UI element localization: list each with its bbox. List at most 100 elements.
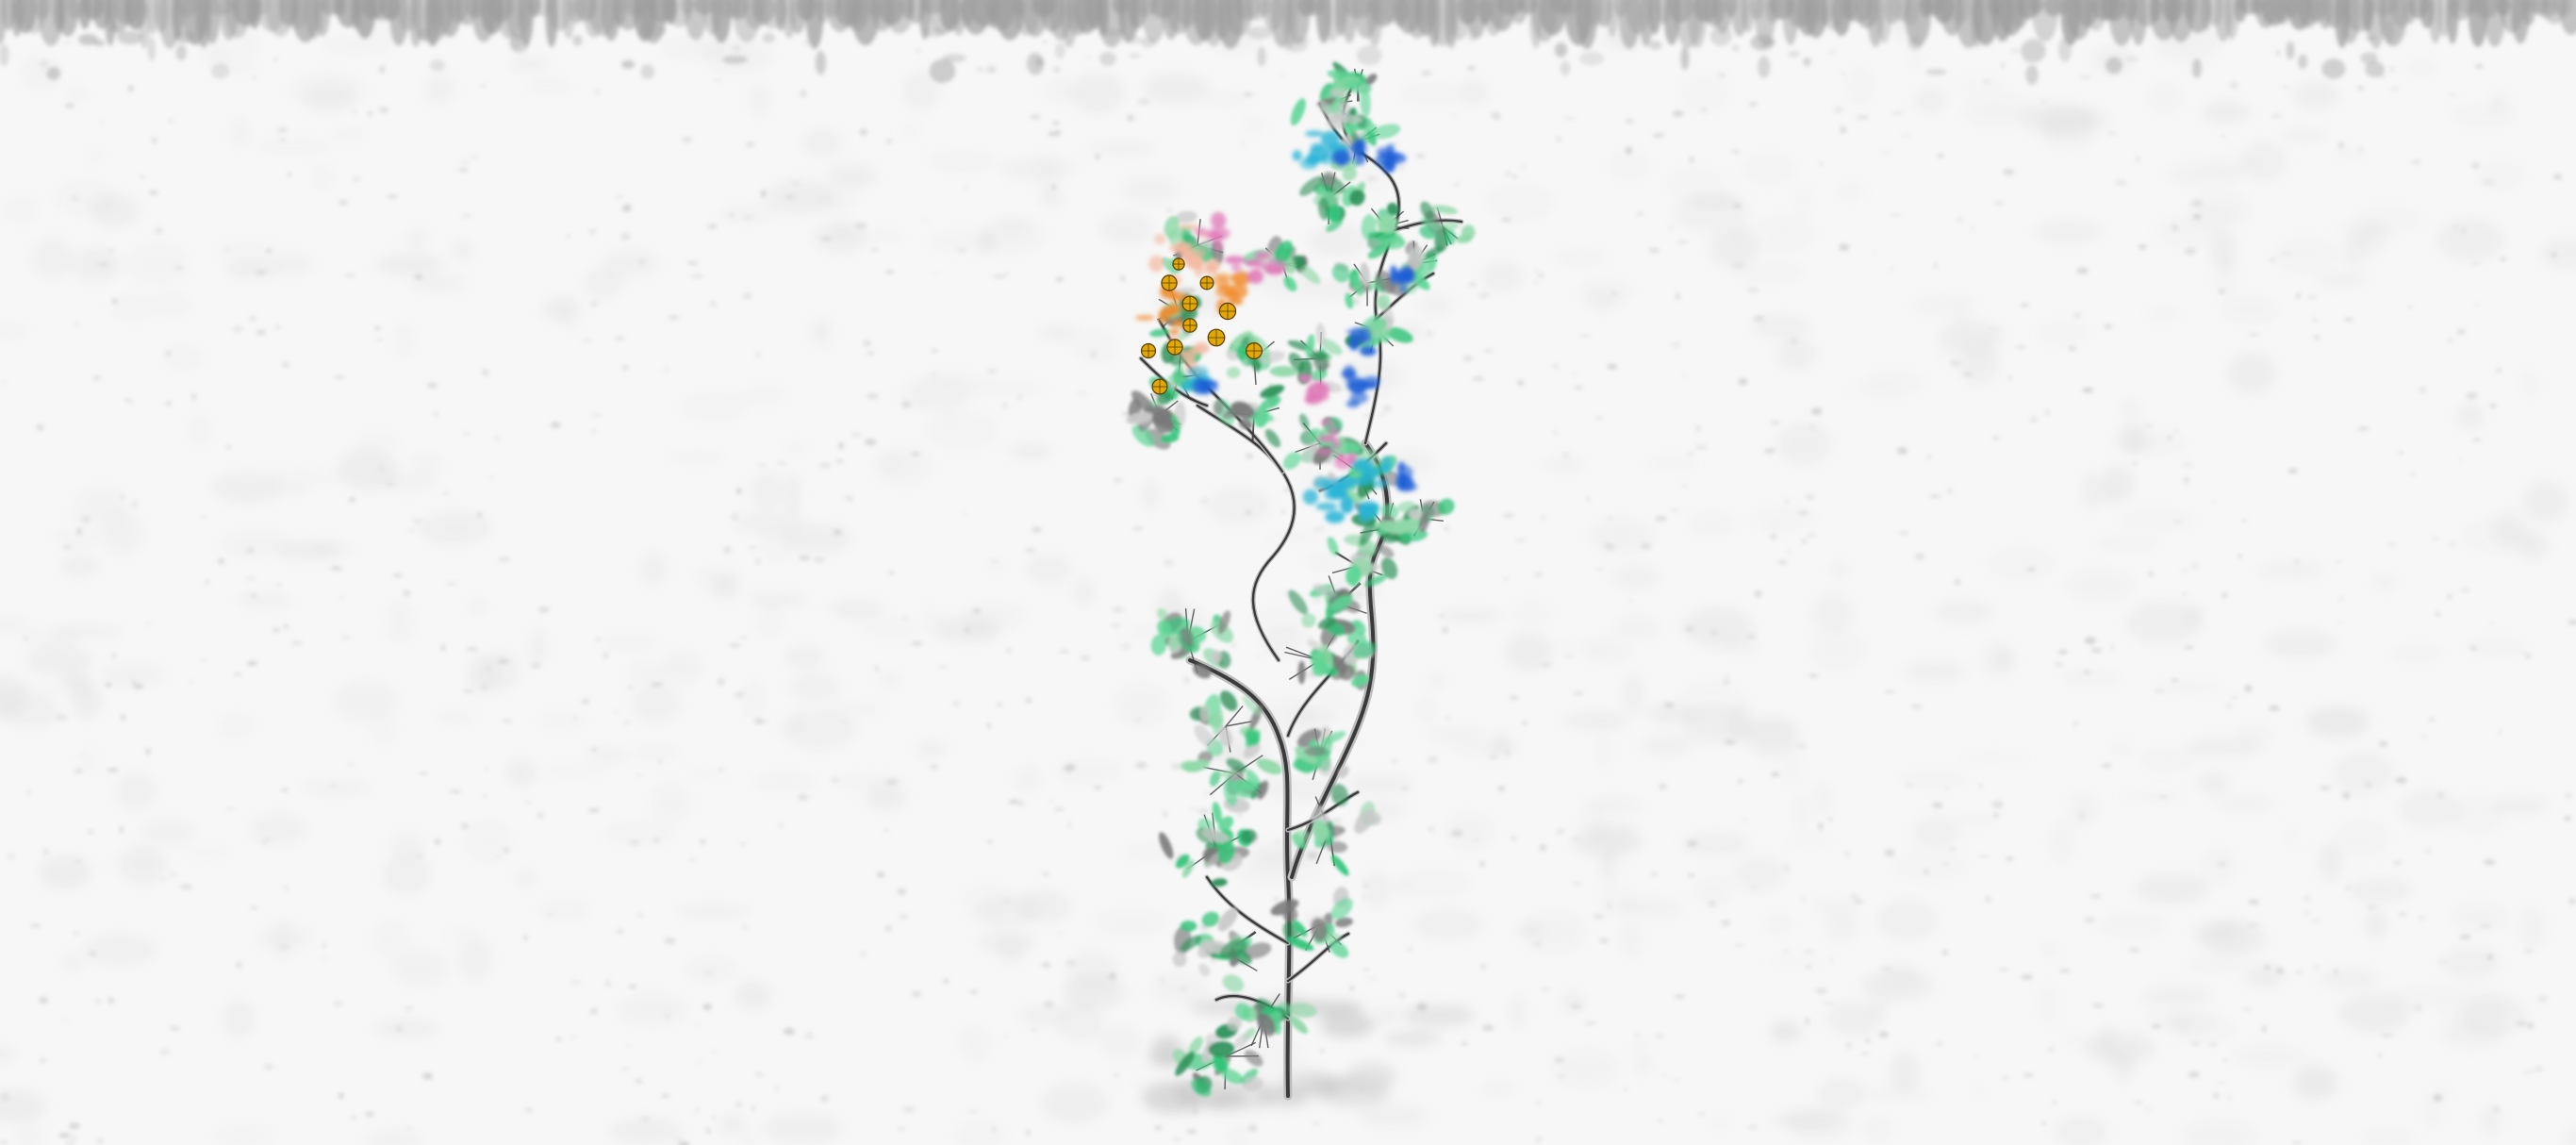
snow-speck	[2084, 637, 2096, 645]
snow-blob	[82, 934, 158, 966]
snow-speck	[2026, 569, 2033, 572]
snow-speck	[2174, 429, 2178, 433]
flower-petal-cyan	[1340, 496, 1354, 514]
snow-blob	[2120, 399, 2141, 417]
snow-blob	[1553, 248, 1607, 267]
snow-blob	[15, 1121, 44, 1145]
snow-speck	[130, 681, 137, 684]
snow-speck	[1501, 218, 1512, 222]
snow-speck	[1312, 1122, 1321, 1125]
snow-specks	[0, 34, 2576, 1145]
snow-speck	[1564, 116, 1577, 121]
snow-speck	[0, 381, 8, 384]
snow-blob	[784, 646, 825, 669]
snow-speck	[1319, 1049, 1325, 1053]
flower-petal-cyan	[1305, 130, 1325, 137]
snow-blob	[451, 240, 474, 261]
leaf	[1283, 275, 1297, 291]
snow-blob	[2191, 191, 2251, 226]
snow-blob	[1954, 76, 2008, 96]
snow-blob	[1480, 1084, 1516, 1095]
snow-blob	[328, 128, 370, 140]
leaf	[1297, 660, 1306, 685]
flower-petal-cyan	[1302, 489, 1319, 506]
snow-blob	[2273, 236, 2337, 274]
snow-speck	[1931, 802, 1943, 808]
leaf	[1159, 832, 1174, 859]
snow-speck	[1353, 298, 1360, 305]
flower-petal-pink	[1328, 425, 1340, 437]
snow-speck	[2516, 1021, 2528, 1027]
snow-blob	[2041, 110, 2099, 150]
snow-speck	[2306, 295, 2318, 299]
snow-speck	[458, 168, 469, 173]
snow-speck	[1914, 553, 1925, 560]
snow-speck	[1112, 606, 1125, 613]
snow-speck	[1881, 151, 1891, 154]
snow-speck	[405, 1005, 413, 1012]
snow-speck	[1804, 1017, 1811, 1025]
snow-blob	[1141, 480, 1160, 510]
snow-speck	[1164, 558, 1174, 567]
snow-speck	[537, 606, 550, 613]
snow-speck	[2211, 501, 2216, 505]
snow-speck	[249, 316, 256, 322]
snow-blob	[1679, 681, 1743, 719]
snow-blob	[2441, 946, 2502, 980]
snow-speck	[1510, 837, 1518, 840]
snow-blob	[108, 293, 157, 322]
snow-blob	[681, 393, 749, 421]
snow-blob	[2048, 820, 2075, 863]
snow-blob	[2211, 796, 2275, 810]
snow-speck	[1378, 413, 1387, 416]
snow-speck	[2472, 438, 2481, 441]
snow-blob	[1678, 72, 1731, 113]
snow-speck	[2171, 678, 2179, 683]
snow-speck	[1974, 1055, 1979, 1058]
snow-blob	[51, 530, 103, 545]
snow-blob	[1816, 1078, 1867, 1108]
flower-petal-blue	[1362, 382, 1379, 390]
snow-speck	[2158, 795, 2169, 799]
snow-speck	[2144, 423, 2155, 427]
snow-blob	[1643, 457, 1699, 469]
snow-blob	[2364, 911, 2388, 938]
snow-speck	[1890, 213, 1902, 217]
snow-speck	[590, 747, 598, 752]
snow-speck	[2181, 568, 2189, 572]
snow-speck	[1815, 987, 1827, 994]
snow-speck	[1008, 799, 1019, 805]
snow-speck	[334, 566, 344, 572]
snow-speck	[1397, 991, 1406, 999]
snow-blob	[1345, 774, 1413, 795]
snow-speck	[991, 1126, 997, 1132]
snow-speck	[1709, 900, 1716, 906]
snow-blob	[275, 254, 315, 274]
snow-speck	[791, 181, 800, 184]
snow-blob	[1589, 819, 1640, 849]
snow-blob	[2436, 219, 2504, 261]
snow-blob	[222, 999, 256, 1038]
snow-blob	[60, 555, 99, 577]
snow-speck	[2282, 85, 2291, 90]
snow-speck	[1186, 1129, 1197, 1135]
snow-speck	[2447, 594, 2452, 600]
snow-speck	[784, 195, 795, 199]
snow-speck	[2319, 786, 2332, 790]
snow-blob	[1933, 347, 1957, 360]
snow-speck	[2338, 141, 2344, 149]
snow-blob	[958, 1025, 991, 1061]
snow-blob	[2333, 752, 2395, 794]
snow-blob	[1509, 994, 1527, 1029]
snow-blob	[953, 1120, 1005, 1145]
snow-speck	[1366, 176, 1377, 181]
snow-speck	[503, 847, 509, 854]
snow-blob	[999, 158, 1077, 181]
snow-speck	[1479, 860, 1485, 868]
snow-speck	[956, 248, 967, 252]
snow-blob	[2059, 1031, 2093, 1049]
snow-speck	[1059, 650, 1069, 654]
snow-speck	[1076, 391, 1088, 395]
